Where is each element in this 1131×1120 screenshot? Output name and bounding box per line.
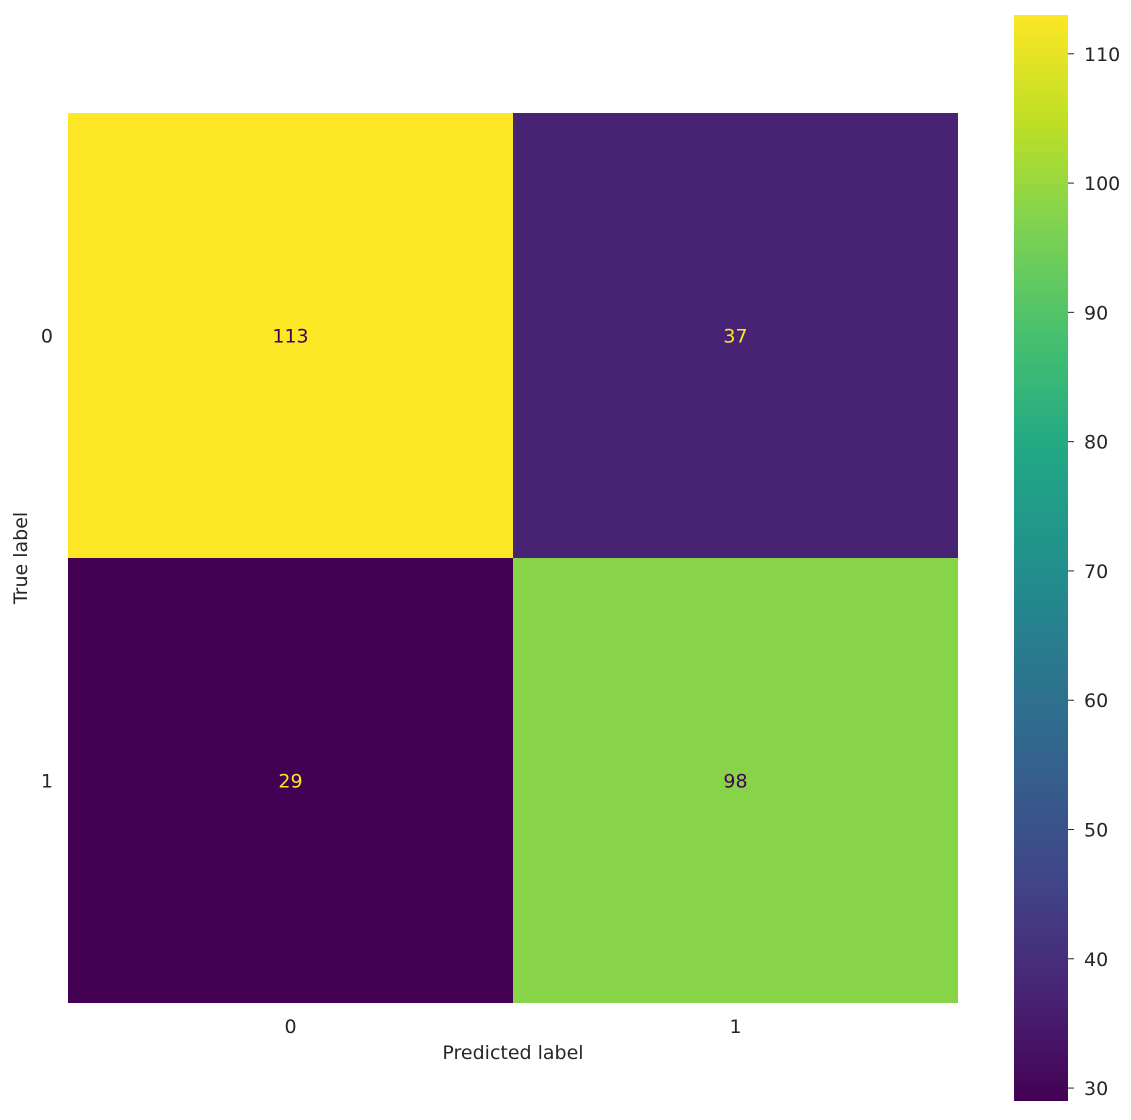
colorbar-tick-label: 80 (1084, 432, 1108, 454)
x-tick-label: 1 (729, 1016, 741, 1038)
cell-value-label-r1-c1: 98 (723, 771, 747, 793)
x-axis-label: Predicted label (442, 1042, 583, 1064)
cell-value-label-r0-c0: 113 (272, 326, 308, 348)
cell-value-label-r1-c0: 29 (278, 771, 302, 793)
y-tick-label: 1 (41, 771, 53, 793)
colorbar-tick-label: 100 (1084, 173, 1120, 195)
cell-value-label-r0-c1: 37 (723, 326, 747, 348)
colorbar-ticks: 30 40 50 60 70 80 90 100 110 (1068, 44, 1120, 1100)
heatmap-cell-labels: 113 37 29 98 (272, 326, 747, 793)
heatmap-cell-r0-c0 (68, 113, 513, 558)
colorbar (1014, 15, 1068, 1101)
colorbar-tick-label: 90 (1084, 302, 1108, 324)
colorbar-tick-label: 40 (1084, 949, 1108, 971)
colorbar-tick-label: 50 (1084, 820, 1108, 842)
y-axis-ticks: 01 (41, 326, 53, 793)
heatmap-cells (68, 113, 958, 1003)
colorbar-tick-label: 110 (1084, 44, 1120, 66)
heatmap-cell-r0-c1 (513, 113, 958, 558)
colorbar-tick-label: 70 (1084, 561, 1108, 583)
y-tick-label: 0 (41, 326, 53, 348)
x-tick-label: 0 (284, 1016, 296, 1038)
heatmap-cell-r1-c1 (513, 558, 958, 1003)
colorbar-tick-label: 30 (1084, 1078, 1108, 1100)
colorbar-tick-label: 60 (1084, 690, 1108, 712)
y-axis-label: True label (10, 512, 32, 605)
heatmap-cell-r1-c0 (68, 558, 513, 1003)
